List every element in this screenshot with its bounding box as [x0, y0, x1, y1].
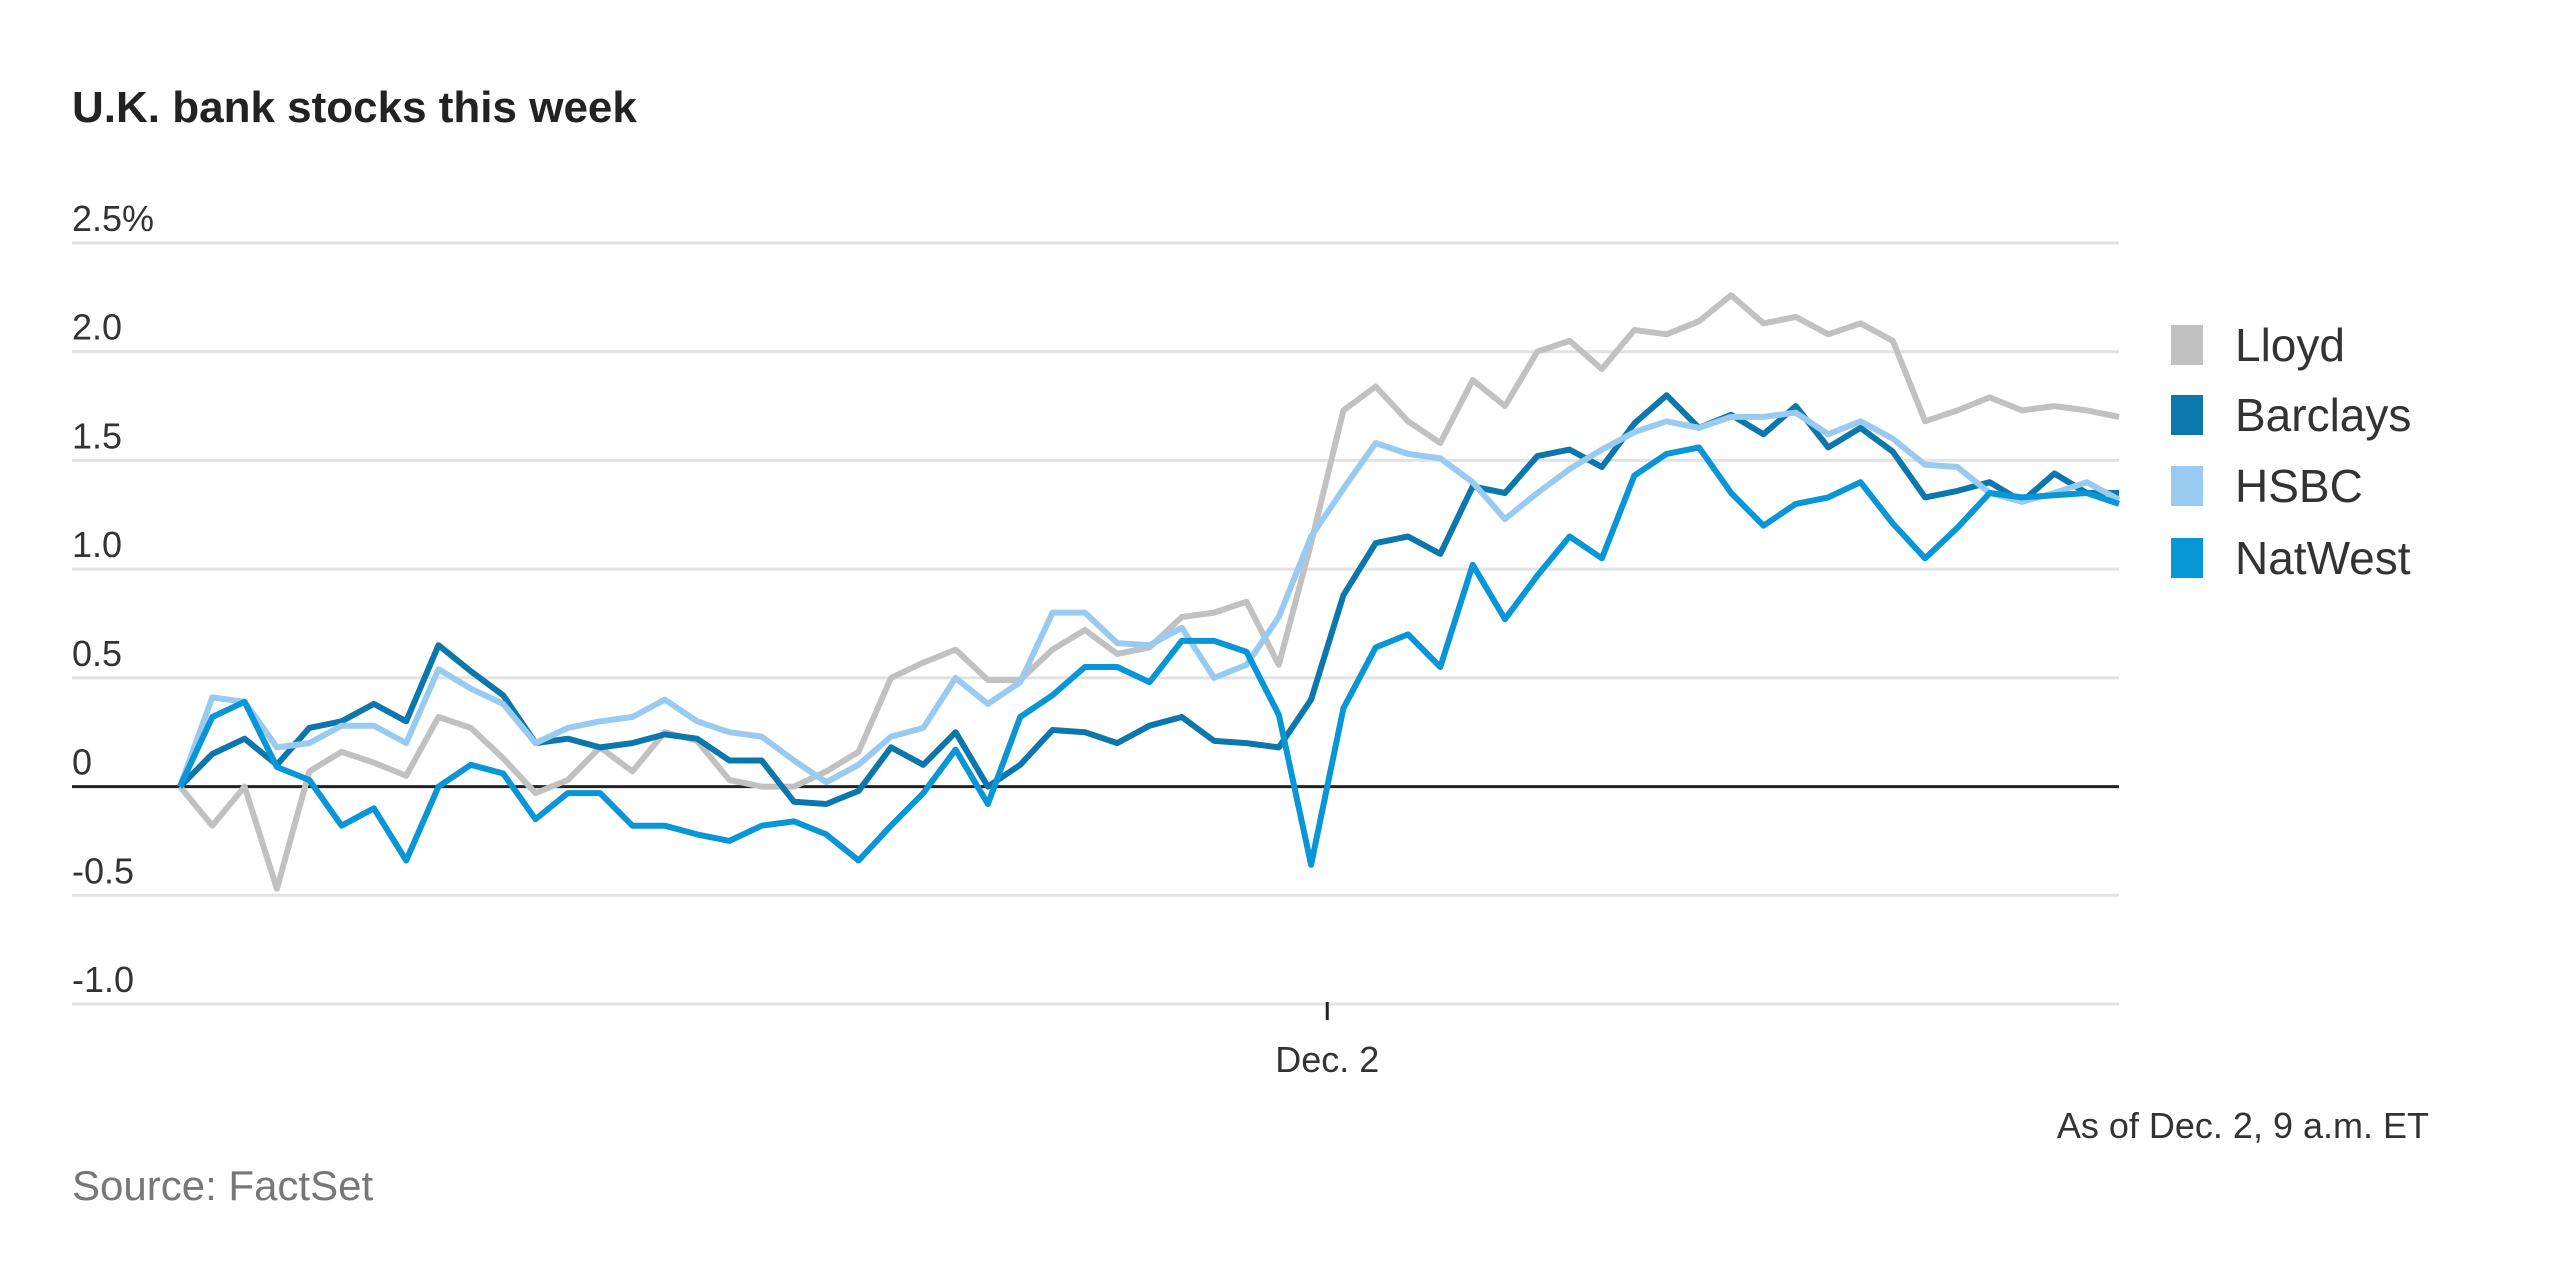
- source-note: Source: FactSet: [72, 1162, 373, 1209]
- y-tick-label: 1.0: [72, 524, 122, 565]
- y-tick-label: 2.5%: [72, 198, 154, 239]
- legend-label: NatWest: [2235, 532, 2411, 584]
- series-line-barclays: [177, 392, 2119, 807]
- legend-swatch: [2171, 395, 2203, 435]
- series-lines: [177, 292, 2121, 892]
- gridlines: [72, 241, 2119, 1006]
- legend-swatch: [2171, 325, 2203, 365]
- legend-item-lloyd: Lloyd: [2171, 319, 2345, 371]
- x-tick-label: Dec. 2: [1275, 1039, 1379, 1080]
- legend-item-barclays: Barclays: [2171, 389, 2411, 441]
- chart-title: U.K. bank stocks this week: [72, 83, 637, 132]
- y-tick-label: 1.5: [72, 415, 122, 456]
- y-axis-ticks: 2.5% 2.0 1.5 1.0 0.5 0 -0.5 -1.0: [72, 198, 154, 1000]
- x-axis-ticks: Dec. 2: [1275, 1002, 1379, 1080]
- legend-swatch: [2171, 466, 2203, 506]
- series-line-natwest: [177, 444, 2120, 868]
- y-tick-label: 2.0: [72, 307, 122, 348]
- y-tick-label: 0: [72, 742, 92, 783]
- legend-label: Barclays: [2235, 389, 2411, 441]
- as-of-note: As of Dec. 2, 9 a.m. ET: [2057, 1105, 2429, 1146]
- legend-label: Lloyd: [2235, 319, 2345, 371]
- legend-item-natwest: NatWest: [2171, 532, 2411, 584]
- y-tick-label: -0.5: [72, 850, 134, 891]
- y-tick-label: 0.5: [72, 633, 122, 674]
- legend-item-hsbc: HSBC: [2171, 460, 2363, 512]
- legend: Lloyd Barclays HSBC NatWest: [2171, 319, 2411, 584]
- series-line-lloyd: [177, 292, 2120, 892]
- series-line-hsbc: [177, 409, 2121, 788]
- legend-label: HSBC: [2235, 460, 2363, 512]
- legend-swatch: [2171, 538, 2203, 578]
- y-tick-label: -1.0: [72, 959, 134, 1000]
